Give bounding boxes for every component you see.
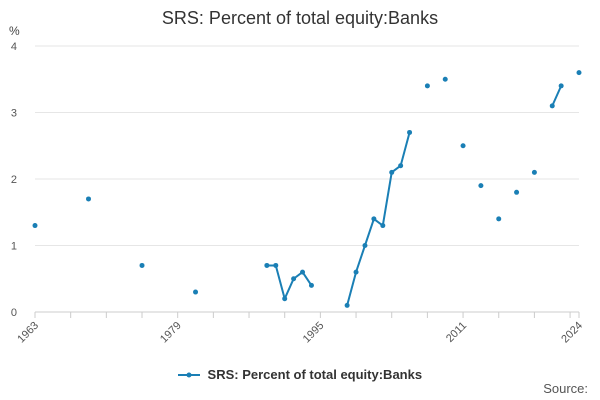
x-tick-label: 1963 bbox=[15, 320, 41, 346]
y-tick-label: 4 bbox=[11, 41, 17, 53]
x-tick-label: 1979 bbox=[158, 320, 184, 346]
series-line-segment bbox=[381, 171, 393, 227]
series-line-segment bbox=[274, 264, 286, 300]
data-point[interactable] bbox=[549, 103, 555, 109]
data-point[interactable] bbox=[380, 223, 386, 229]
legend-line-marker-icon bbox=[177, 372, 200, 378]
data-point[interactable] bbox=[344, 302, 350, 308]
series-line-segment bbox=[551, 84, 563, 107]
data-point[interactable] bbox=[300, 269, 306, 275]
series-line-segment bbox=[346, 271, 358, 307]
data-point[interactable] bbox=[514, 189, 520, 195]
data-point[interactable] bbox=[460, 143, 466, 149]
data-point[interactable] bbox=[558, 83, 564, 89]
data-point[interactable] bbox=[291, 276, 297, 282]
data-point[interactable] bbox=[86, 196, 92, 202]
data-point[interactable] bbox=[424, 83, 430, 89]
series-line-segment bbox=[363, 217, 375, 247]
data-point[interactable] bbox=[362, 243, 368, 248]
y-tick-label: 3 bbox=[11, 108, 17, 120]
series-line-segment bbox=[355, 244, 366, 274]
legend-label: SRS: Percent of total equity:Banks bbox=[207, 367, 423, 383]
data-point[interactable] bbox=[139, 262, 145, 268]
data-point[interactable] bbox=[398, 163, 404, 169]
chart-title: SRS: Percent of total equity:Banks bbox=[161, 8, 439, 28]
series-line-segment bbox=[399, 131, 411, 167]
data-point[interactable] bbox=[282, 296, 288, 302]
series-line-segment bbox=[301, 271, 313, 287]
data-point[interactable] bbox=[308, 282, 314, 288]
y-tick-label: 0 bbox=[11, 307, 17, 319]
data-point[interactable] bbox=[353, 269, 359, 275]
data-point[interactable] bbox=[273, 262, 279, 268]
x-tick-label: 2024 bbox=[559, 320, 585, 346]
y-axis-unit-label: % bbox=[9, 24, 20, 38]
data-point[interactable] bbox=[264, 262, 270, 268]
data-point[interactable] bbox=[496, 216, 502, 222]
x-tick-label: 1995 bbox=[301, 320, 327, 346]
data-point[interactable] bbox=[576, 70, 582, 76]
y-tick-label: 1 bbox=[11, 241, 17, 253]
data-point[interactable] bbox=[389, 169, 395, 175]
chart-legend[interactable]: SRS: Percent of total equity:Banks bbox=[0, 366, 600, 382]
series-line-segment bbox=[283, 277, 295, 300]
data-point[interactable] bbox=[32, 223, 38, 229]
x-tick-label: 2011 bbox=[444, 320, 469, 345]
source-label: Source: bbox=[543, 381, 588, 396]
data-point[interactable] bbox=[193, 289, 199, 295]
data-point[interactable] bbox=[531, 169, 537, 175]
y-tick-label: 2 bbox=[11, 174, 17, 186]
data-point[interactable] bbox=[407, 129, 413, 135]
data-point[interactable] bbox=[478, 183, 484, 189]
data-point[interactable] bbox=[442, 76, 448, 82]
data-point[interactable] bbox=[371, 216, 377, 222]
